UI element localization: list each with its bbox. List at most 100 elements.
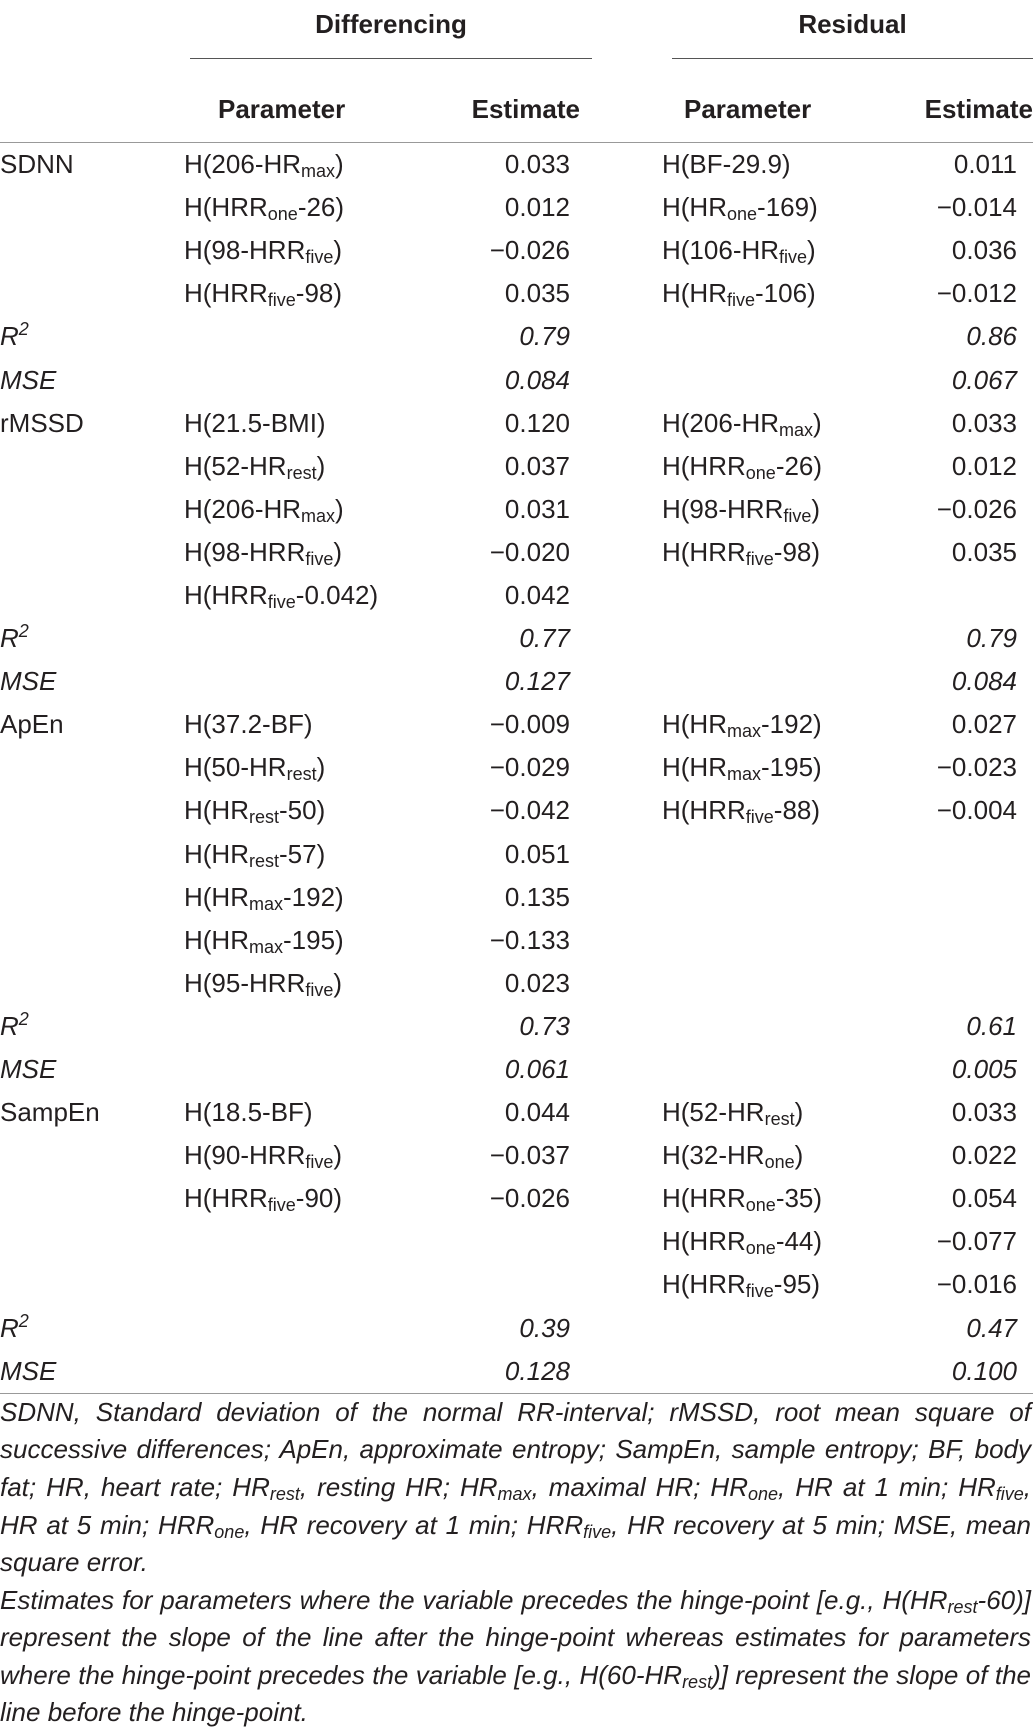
subscript: rest [764,1109,795,1130]
text: ) [794,1097,804,1128]
text: -98) [295,278,343,309]
table-row: H(HRRone-26) 0.012 H(HRone-169) −0.014 [0,186,1033,229]
stat-row: R2 0.73 0.61 [0,1005,1033,1048]
parameter: H(HRRfive-90) [184,1177,446,1220]
text: H(206-HR [184,493,302,524]
text: ) [807,235,816,266]
text: -98) [773,536,821,567]
spacer [592,703,662,746]
text: 0.022 [951,1140,1017,1171]
subscript: rest [286,462,317,483]
text: ) [333,967,343,998]
text: H(98-HRR [184,235,306,266]
text: −0.014 [936,192,1017,223]
text: -26) [775,450,823,481]
subscript: five [783,505,812,526]
row-label [0,229,184,272]
text: 0.035 [951,536,1017,567]
spacer [184,1349,446,1394]
spacer [662,1005,922,1048]
spacer [184,1307,446,1350]
stat-value: 0.86 [922,315,1033,358]
subscript: one [764,1152,795,1173]
estimate: 0.120 [446,402,592,445]
text: −0.026 [936,493,1017,524]
estimate [922,574,1033,617]
text: , HR at 5 min; HRR [0,1471,1031,1540]
subscript: five [745,1281,774,1302]
table-row: H(98-HRRfive) −0.020 H(HRRfive-98) 0.035 [0,531,1033,574]
estimate [446,1220,592,1263]
text: 0.037 [504,450,570,481]
text: ) [335,493,344,524]
stat-label: MSE [0,1048,184,1091]
text: ) [813,407,822,438]
stat-label: R2 [0,1005,184,1048]
text: H(98-HRR [662,493,784,524]
text: H(52-HR [184,450,287,481]
stat-value: 0.127 [446,660,592,703]
estimate [446,1263,592,1306]
text: H(106-HR [662,235,780,266]
estimate: 0.042 [446,574,592,617]
text: 0.023 [504,967,570,998]
text: 0.036 [951,235,1017,266]
text: 0.79 [966,623,1017,654]
spacer [184,617,446,660]
spacer [592,1134,662,1177]
stat-label: R2 [0,1307,184,1350]
subscript: rest [249,850,280,871]
subscript: one [727,204,758,225]
text: H(HR [662,192,727,223]
spacer [184,1048,446,1091]
text: H(90-HRR [184,1140,306,1171]
subscript: one [214,1521,245,1542]
parameter: H(BF-29.9) [662,143,922,187]
subscript: rest [286,764,317,785]
text: -50) [279,795,326,826]
parameter [662,574,922,617]
column-header: Parameter [662,76,922,143]
estimate: −0.012 [922,272,1033,315]
text: , resting HR; HR [299,1471,498,1502]
stat-row: R2 0.39 0.47 [0,1307,1033,1350]
parameter [662,919,922,962]
subscript: max [779,419,814,440]
stat-label: MSE [0,660,184,703]
parameter [184,1263,446,1306]
spacer [592,272,662,315]
text: 0.012 [504,192,570,223]
subscript: rest [682,1671,713,1692]
text: ) [794,1140,804,1171]
text: -88) [773,795,821,826]
row-label: SDNN [0,149,74,180]
estimate: −0.014 [922,186,1033,229]
text: R [0,1312,19,1343]
text: H(HRR [662,1269,746,1300]
subscript: max [301,161,336,182]
row-label [0,833,184,876]
estimate: 0.023 [446,962,592,1005]
column-header-row: Parameter Estimate Parameter Estimate [0,76,1033,143]
subscript: rest [249,807,280,828]
text: 0.86 [966,321,1017,352]
text: 0.033 [951,407,1017,438]
spacer [592,833,662,876]
spacer [592,617,662,660]
parameter: H(18.5-BF) [184,1091,446,1134]
text: -60)] represent the slope of the line af… [0,1584,1031,1690]
subscript: one [747,1483,779,1504]
text: -0.042) [295,579,379,610]
group-title: Residual [672,9,1033,59]
text: H(206-HR [184,149,302,180]
text: −0.077 [936,1226,1017,1257]
spacer [592,186,662,229]
text: 0.027 [951,709,1017,740]
text: -35) [775,1183,823,1214]
text: R [0,1010,19,1041]
text: -192) [283,881,344,912]
text: MSE [0,364,57,395]
text: 0.051 [504,838,570,869]
supscript: 2 [18,319,29,340]
text: H(206-HR [662,407,780,438]
